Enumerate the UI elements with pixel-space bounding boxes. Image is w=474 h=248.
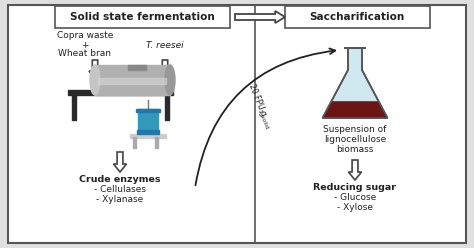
Text: Solid state fermentation: Solid state fermentation [70, 12, 214, 22]
Text: -1 solid: -1 solid [256, 107, 269, 129]
Ellipse shape [165, 65, 175, 95]
FancyBboxPatch shape [55, 6, 230, 28]
Bar [136, 109, 160, 112]
Bar [138, 109, 158, 131]
Text: Copra waste: Copra waste [57, 31, 113, 40]
Bar [155, 137, 158, 148]
Polygon shape [113, 152, 127, 172]
Text: lignocellulose: lignocellulose [324, 135, 386, 145]
Text: - Xylanase: - Xylanase [96, 195, 144, 205]
Bar [165, 95, 169, 120]
Bar [98, 78, 166, 84]
Text: Saccharification: Saccharification [310, 12, 405, 22]
Text: Crude enzymes: Crude enzymes [79, 176, 161, 185]
Text: - Xylose: - Xylose [337, 204, 373, 213]
Polygon shape [322, 101, 388, 118]
Text: biomass: biomass [337, 146, 374, 155]
Polygon shape [159, 60, 171, 78]
Text: Reducing sugar: Reducing sugar [313, 184, 396, 192]
Bar [72, 95, 76, 120]
FancyBboxPatch shape [8, 5, 466, 243]
Text: 20 FPU g: 20 FPU g [247, 83, 268, 117]
Bar [68, 90, 173, 95]
Bar [137, 130, 159, 134]
FancyBboxPatch shape [285, 6, 430, 28]
Polygon shape [89, 60, 101, 78]
Bar [130, 134, 166, 138]
Text: - Glucose: - Glucose [334, 193, 376, 203]
Polygon shape [322, 48, 388, 118]
FancyArrowPatch shape [195, 48, 335, 185]
Polygon shape [348, 160, 362, 180]
Text: +: + [81, 40, 89, 50]
Ellipse shape [90, 65, 100, 95]
Bar [95, 65, 170, 95]
Bar [128, 65, 146, 70]
Polygon shape [235, 11, 285, 23]
Text: - Cellulases: - Cellulases [94, 186, 146, 194]
Text: Wheat bran: Wheat bran [58, 50, 111, 59]
Bar [133, 137, 136, 148]
Text: T. reesei: T. reesei [146, 40, 184, 50]
Text: Suspension of: Suspension of [323, 125, 387, 134]
